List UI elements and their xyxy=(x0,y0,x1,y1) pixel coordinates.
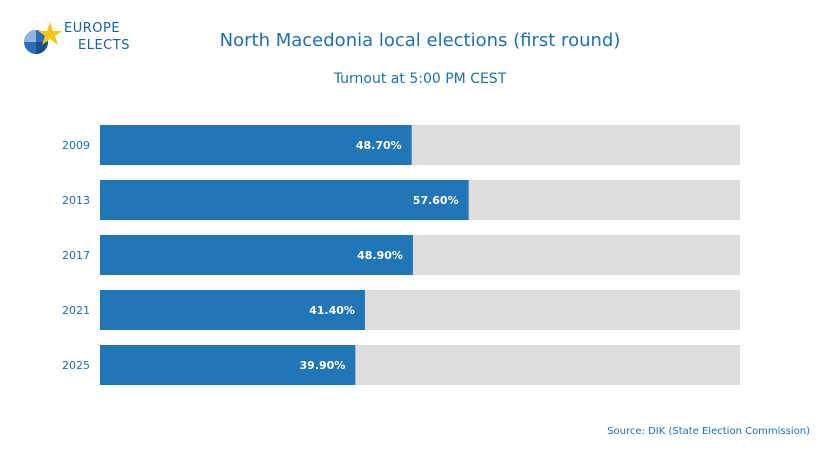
data-label-2021: 41.40% xyxy=(309,304,355,317)
chart-subtitle: Turnout at 5:00 PM CEST xyxy=(333,71,507,87)
turnout-bar-chart: 48.70% 2009 57.60% 2013 48.90% 2017 41.40% 2021… xyxy=(62,125,740,385)
tick-label-2009: 2009 xyxy=(62,139,90,152)
europe-elects-logo: EUROPE ELECTS xyxy=(20,18,140,60)
logo-emblem-icon xyxy=(24,22,62,54)
data-label-2025: 39.90% xyxy=(300,359,346,372)
bar-2021 xyxy=(100,290,365,330)
bar-2009 xyxy=(100,125,412,165)
chart-title: North Macedonia local elections (first r… xyxy=(219,30,621,51)
data-label-2013: 57.60% xyxy=(413,194,459,207)
logo-text-elects: ELECTS xyxy=(78,38,130,53)
logo-text-europe: EUROPE xyxy=(64,21,121,36)
data-label-2017: 48.90% xyxy=(357,249,403,262)
bar-2017 xyxy=(100,235,413,275)
tick-label-2013: 2013 xyxy=(62,194,90,207)
tick-label-2021: 2021 xyxy=(62,304,90,317)
tick-label-2017: 2017 xyxy=(62,249,90,262)
bar-2025 xyxy=(100,345,356,385)
data-label-2009: 48.70% xyxy=(356,139,402,152)
tick-label-2025: 2025 xyxy=(62,359,90,372)
bar-2013 xyxy=(100,180,469,220)
source-note: Source: DIK (State Election Commission) xyxy=(607,426,810,437)
